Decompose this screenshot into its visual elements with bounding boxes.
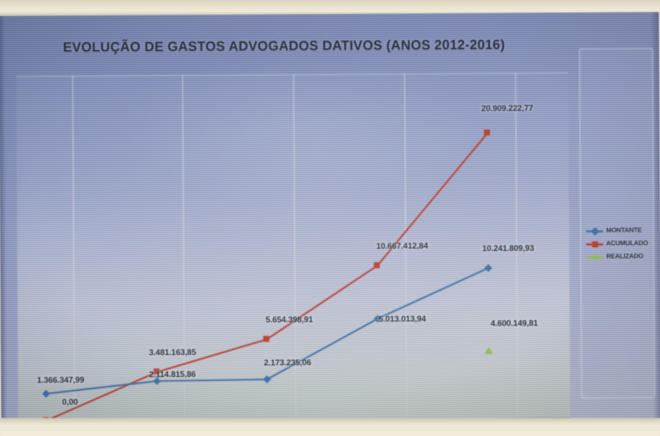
marker-montante xyxy=(263,375,271,384)
marker-acumulado xyxy=(263,335,270,342)
data-label-acumulado: 5.654.398,91 xyxy=(265,314,313,325)
marker-montante xyxy=(42,389,51,398)
chart-legend: MONTANTE ACUMULADO REALIZADO xyxy=(578,48,656,399)
marker-realizado xyxy=(484,347,493,355)
legend-marker-triangle xyxy=(592,252,599,259)
page-title: EVOLUÇÃO DE GASTOS ADVOGADOS DATIVOS (AN… xyxy=(62,36,506,55)
legend-label: ACUMULADO xyxy=(606,240,649,248)
legend-swatch-line xyxy=(586,252,604,259)
data-label-acumulado: 3.481.163,85 xyxy=(148,346,197,358)
data-label-montante: 5.013.013,94 xyxy=(378,313,426,324)
data-label-montante: 2.173.235,06 xyxy=(263,357,312,368)
wall-below-screen xyxy=(0,418,660,436)
legend-label: MONTANTE xyxy=(606,227,642,235)
legend-marker-square xyxy=(592,240,599,247)
presentation-slide: EVOLUÇÃO DE GASTOS ADVOGADOS DATIVOS (AN… xyxy=(0,11,660,435)
data-label-montante: 10.241.809,93 xyxy=(482,242,534,254)
legend-swatch-line xyxy=(586,226,604,236)
slide-left-edge xyxy=(0,15,8,423)
legend-label: REALIZADO xyxy=(606,253,644,261)
data-label-montante: 1.366.347,99 xyxy=(36,374,85,385)
data-label-acumulado: 20.909.222,77 xyxy=(481,102,534,114)
data-label-realizado: 4.600.149,81 xyxy=(490,317,538,329)
data-label-acumulado: 0,00 xyxy=(62,396,78,407)
marker-montante xyxy=(373,314,382,323)
marker-montante xyxy=(153,377,161,386)
legend-swatch-line xyxy=(586,240,604,247)
legend-marker-diamond xyxy=(590,226,600,236)
legend-item-acumulado[interactable]: ACUMULADO xyxy=(586,240,648,247)
data-label-montante: 2.114.815,86 xyxy=(148,368,196,380)
legend-item-montante[interactable]: MONTANTE xyxy=(586,226,642,236)
marker-montante xyxy=(484,264,493,272)
marker-acumulado xyxy=(153,368,160,375)
data-label-acumulado: 10.667.412,84 xyxy=(376,240,428,251)
legend-item-realizado[interactable]: REALIZADO xyxy=(586,252,644,261)
marker-acumulado xyxy=(483,129,491,136)
series-line-montante xyxy=(45,267,489,395)
marker-acumulado xyxy=(373,262,380,269)
